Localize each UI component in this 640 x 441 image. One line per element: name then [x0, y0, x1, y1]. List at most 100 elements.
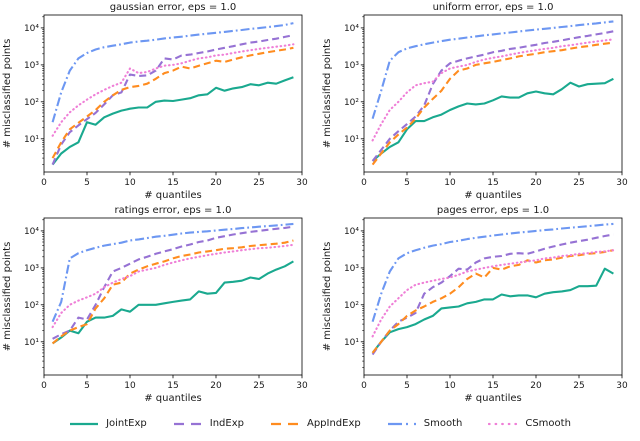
series-AppIndExp-line — [371, 41, 614, 166]
chart-title: pages error, eps = 1.0 — [437, 205, 549, 216]
legend-item-JointExp: JointExp — [69, 417, 147, 429]
chart-svg: 0 5 10 15 20 25 30 10¹ 10² 10³ 10⁴ ratings error, e… — [2, 205, 308, 404]
y-tick-label: 10³ — [344, 61, 359, 71]
x-tick-label: 25 — [573, 381, 584, 391]
series-AppIndExp-line — [51, 239, 294, 345]
x-tick-label: 30 — [296, 178, 308, 188]
series-IndExp-line — [371, 233, 614, 356]
series-CSmooth-line — [51, 243, 295, 329]
series-AppIndExp-line — [51, 46, 294, 159]
y-axis-label: # misclassified points — [2, 242, 13, 352]
y-tick-label: 10³ — [24, 61, 39, 71]
series-JointExp-line — [371, 77, 614, 162]
x-tick-label: 10 — [444, 178, 456, 188]
x-tick-label: 5 — [84, 381, 90, 391]
y-tick-label: 10⁴ — [24, 227, 39, 237]
x-tick-label: 20 — [210, 381, 222, 391]
x-tick-label: 5 — [404, 381, 410, 391]
legend-line-sample — [173, 422, 202, 425]
x-tick-label: 0 — [41, 381, 47, 391]
chart-title: ratings error, eps = 1.0 — [115, 205, 232, 216]
y-tick-label: 10¹ — [344, 135, 359, 145]
chart-title: gaussian error, eps = 1.0 — [110, 2, 237, 13]
y-tick-label: 10⁴ — [344, 24, 359, 34]
x-tick-label: 15 — [487, 178, 498, 188]
subplot-grid: 0 5 10 15 20 25 30 10¹ 10² 10³ 10⁴ gaussian error, … — [0, 0, 640, 406]
series-CSmooth-line — [371, 38, 615, 142]
legend: JointExp IndExp AppIndExp Smooth CSmooth — [0, 406, 640, 441]
x-tick-label: 15 — [167, 381, 178, 391]
x-tick-label: 30 — [616, 381, 628, 391]
series-JointExp-line — [51, 76, 294, 166]
x-tick-label: 10 — [124, 178, 136, 188]
x-axis-label: # quantiles — [464, 190, 522, 201]
y-tick-label: 10² — [344, 98, 359, 108]
series-JointExp-line — [52, 260, 294, 345]
x-tick-label: 30 — [296, 381, 308, 391]
y-axis-label: # misclassified points — [2, 39, 13, 149]
chart-svg: 0 5 10 15 20 25 30 10¹ 10² 10³ 10⁴ pages error, eps… — [322, 205, 628, 404]
x-axis-label: # quantiles — [144, 393, 202, 404]
legend-item-CSmooth: CSmooth — [488, 417, 571, 429]
y-tick-label: 10³ — [344, 264, 359, 274]
x-tick-label: 15 — [167, 178, 178, 188]
legend-label: AppIndExp — [306, 417, 361, 429]
series-Smooth-line — [371, 20, 614, 120]
x-tick-label: 20 — [530, 381, 542, 391]
y-tick-label: 10¹ — [344, 338, 359, 348]
legend-item-Smooth: Smooth — [387, 417, 463, 429]
axes-box — [43, 217, 303, 376]
subplot-ratings-error: 0 5 10 15 20 25 30 10¹ 10² 10³ 10⁴ ratings error, e… — [0, 203, 320, 406]
y-axis-label: # misclassified points — [322, 39, 333, 149]
subplot-uniform-error: 0 5 10 15 20 25 30 10¹ 10² 10³ 10⁴ uniform error, e… — [320, 0, 640, 203]
x-axis-label: # quantiles — [144, 190, 202, 201]
x-tick-label: 25 — [253, 381, 264, 391]
legend-item-AppIndExp: AppIndExp — [270, 417, 361, 429]
series-CSmooth-line — [51, 43, 295, 137]
subplot-pages-error: 0 5 10 15 20 25 30 10¹ 10² 10³ 10⁴ pages error, eps… — [320, 203, 640, 406]
y-tick-label: 10³ — [24, 264, 39, 274]
x-axis-label: # quantiles — [464, 393, 522, 404]
axes-box — [363, 14, 623, 173]
x-tick-label: 20 — [210, 178, 222, 188]
y-tick-label: 10² — [24, 98, 39, 108]
legend-label: Smooth — [423, 417, 463, 429]
series-CSmooth-line — [371, 249, 615, 338]
legend-line-sample — [70, 422, 99, 425]
legend-label: IndExp — [209, 417, 244, 429]
x-tick-label: 0 — [361, 381, 367, 391]
legend-line-sample — [488, 422, 519, 425]
series-JointExp-line — [371, 267, 614, 354]
legend-label: CSmooth — [525, 417, 571, 429]
x-tick-label: 15 — [487, 381, 498, 391]
legend-label: JointExp — [106, 417, 147, 429]
series-IndExp-line — [371, 30, 614, 162]
chart-svg: 0 5 10 15 20 25 30 10¹ 10² 10³ 10⁴ uniform error, e… — [322, 2, 628, 201]
chart-svg: 0 5 10 15 20 25 30 10¹ 10² 10³ 10⁴ gaussian error, … — [2, 2, 308, 201]
x-tick-label: 10 — [124, 381, 136, 391]
y-tick-label: 10⁴ — [344, 227, 359, 237]
x-tick-label: 25 — [573, 178, 584, 188]
subplot-gaussian-error: 0 5 10 15 20 25 30 10¹ 10² 10³ 10⁴ gaussian error, … — [0, 0, 320, 203]
x-tick-label: 5 — [404, 178, 410, 188]
legend-line-sample — [270, 422, 299, 425]
x-tick-label: 0 — [361, 178, 367, 188]
series-IndExp-line — [51, 34, 294, 166]
y-tick-label: 10² — [24, 301, 39, 311]
x-tick-label: 10 — [444, 381, 456, 391]
legend-line-sample — [387, 422, 416, 425]
chart-title: uniform error, eps = 1.0 — [433, 2, 554, 13]
y-axis-label: # misclassified points — [322, 242, 333, 352]
x-tick-label: 5 — [84, 178, 90, 188]
series-Smooth-line — [51, 22, 294, 123]
series-IndExp-line — [52, 225, 294, 340]
y-tick-label: 10² — [344, 301, 359, 311]
x-tick-label: 20 — [530, 178, 542, 188]
y-tick-label: 10¹ — [24, 135, 39, 145]
series-Smooth-line — [51, 222, 294, 323]
legend-item-IndExp: IndExp — [173, 417, 244, 429]
axes-box — [363, 217, 623, 376]
x-tick-label: 25 — [253, 178, 264, 188]
series-Smooth-line — [371, 222, 614, 323]
